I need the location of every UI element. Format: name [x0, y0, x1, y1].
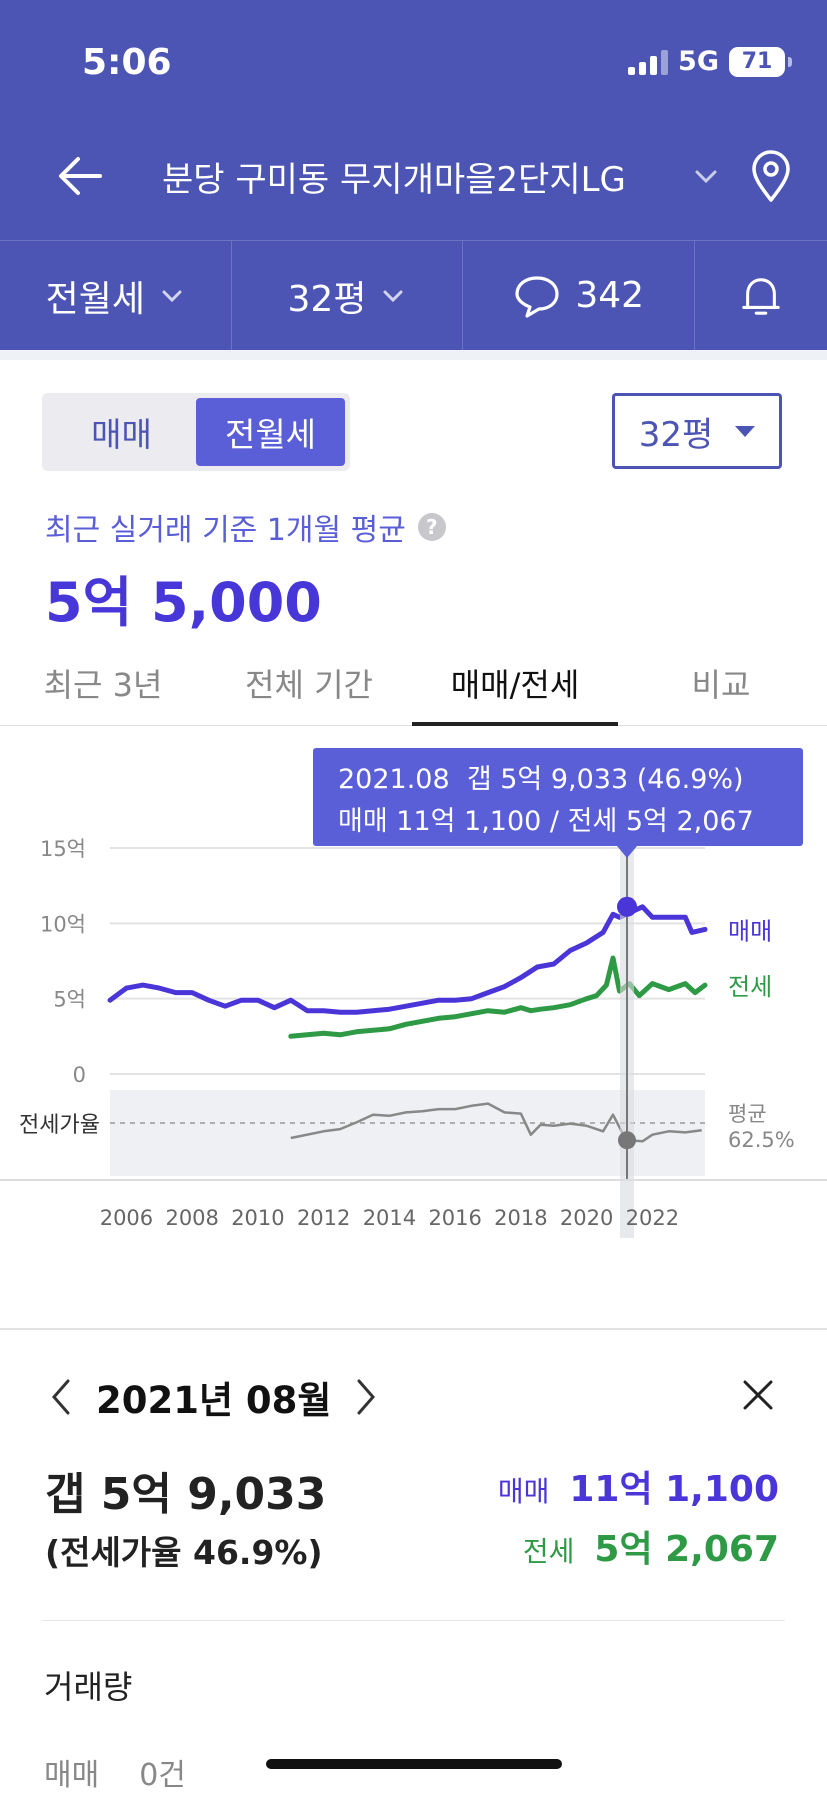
volume-title: 거래량 [44, 1668, 133, 1706]
tooltip: 2021.08 갭 5억 9,033 (46.9%) 매매 11억 1,100 … [313, 748, 803, 858]
x-tick-label: 2020 [560, 1206, 613, 1230]
filter-bar: 전월세 32평 342 [0, 240, 827, 350]
tooltip-line2: 매매 11억 1,100 / 전세 5억 2,067 [338, 806, 754, 837]
y-tick-label: 5억 [53, 988, 86, 1012]
sale-price-label: 매매 [497, 1475, 550, 1508]
y-tick-label: 0 [73, 1063, 86, 1087]
deal-type-segment: 매매 전월세 [42, 393, 350, 471]
status-indicators: 5G 71 [628, 46, 792, 77]
map-pin-icon[interactable] [748, 148, 794, 204]
back-arrow-icon[interactable] [52, 148, 108, 204]
chevron-down-icon [383, 290, 403, 302]
avg-value: 5억 5,000 [45, 571, 322, 634]
app-header: 5:06 5G 71 분당 구미동 무지개마을2단지LG 전월세 32평 [0, 0, 827, 350]
divider-strip [0, 350, 827, 360]
x-tick-label: 2010 [231, 1206, 284, 1230]
comment-count: 342 [575, 275, 645, 316]
lease-price-label: 전세 [522, 1535, 575, 1568]
battery-icon: 71 [729, 46, 792, 77]
x-axis-labels: 2006 2008 2010 2012 2014 2016 2018 2020 2022 [100, 1206, 679, 1230]
comments-button[interactable]: 342 [463, 241, 696, 350]
size-filter[interactable]: 32평 [232, 241, 464, 350]
tooltip-line1: 2021.08 갭 5억 9,033 (46.9%) [338, 764, 744, 795]
close-icon[interactable] [741, 1378, 775, 1412]
chat-bubble-icon [515, 275, 559, 318]
ratio-marker [618, 1131, 636, 1150]
deal-type-label: 전월세 [45, 278, 146, 320]
avg-label-text: 최근 실거래 기준 1개월 평균 [45, 513, 406, 548]
tab-sale-lease[interactable]: 매매/전세 [412, 640, 618, 726]
ratio-average-label: 평균 [728, 1102, 767, 1126]
lease-line [288, 955, 708, 1039]
x-tick-label: 2012 [297, 1206, 350, 1230]
sale-legend: 매매 [728, 917, 772, 945]
x-tick-label: 2014 [363, 1206, 416, 1230]
help-icon[interactable]: ? [417, 513, 446, 541]
gap-amount: 갭 5억 9,033 [45, 1469, 327, 1520]
sale-marker [617, 896, 637, 917]
size-select-value: 32평 [638, 414, 714, 455]
segment-sale[interactable]: 매매 [91, 415, 152, 454]
chart-tabs: 최근 3년 전체 기간 매매/전세 비교 [0, 640, 827, 726]
deal-type-filter[interactable]: 전월세 [0, 241, 232, 350]
volume-sale-count: 0건 [139, 1758, 186, 1793]
main-content: 매매 전월세 32평 최근 실거래 기준 1개월 평균 ? 5억 5,000 최… [0, 350, 827, 1330]
tab-compare[interactable]: 비교 [691, 665, 751, 704]
price-series [107, 904, 708, 1039]
ratio-average-value: 62.5% [728, 1128, 795, 1152]
tooltip-pointer [617, 846, 637, 858]
detail-divider [42, 1620, 785, 1621]
sale-price-value: 11억 1,100 [569, 1469, 779, 1510]
lease-ratio: (전세가율 46.9%) [45, 1533, 323, 1572]
x-tick-label: 2006 [100, 1206, 153, 1230]
lease-price-row: 전세 5억 2,067 [523, 1520, 779, 1572]
ratio-line [290, 1102, 702, 1143]
price-chart[interactable]: 15억 10억 5억 0 전세가율 평균 62.5% 매매 전세 2006 2008 2010 2… [0, 728, 827, 1238]
sale-price-row: 매매 11억 1,100 [498, 1460, 779, 1512]
size-filter-label: 32평 [287, 278, 367, 320]
month-nav: 2021년 08월 [48, 1370, 379, 1424]
caret-down-icon [735, 425, 756, 437]
chevron-right-icon[interactable] [353, 1377, 379, 1417]
status-time: 5:06 [82, 42, 172, 83]
ratio-label: 전세가율 [19, 1113, 100, 1138]
lease-price-value: 5억 2,067 [594, 1529, 779, 1570]
tab-all-period[interactable]: 전체 기간 [245, 665, 373, 704]
segment-lease[interactable]: 전월세 [196, 398, 345, 466]
volume-row: 매매 0건 [44, 1750, 186, 1794]
avg-label: 최근 실거래 기준 1개월 평균 ? [45, 505, 446, 549]
y-tick-label: 10억 [40, 912, 86, 936]
tooltip-box [313, 748, 803, 846]
chevron-left-icon[interactable] [48, 1377, 74, 1417]
lease-legend: 전세 [728, 973, 772, 1001]
notification-button[interactable] [695, 241, 827, 350]
tab-recent-3y[interactable]: 최근 3년 [43, 665, 163, 704]
ratio-panel-bg [110, 1090, 705, 1176]
size-select[interactable]: 32평 [612, 393, 782, 469]
y-axis-labels: 15억 10억 5억 0 [40, 837, 86, 1087]
chevron-down-icon [162, 290, 182, 302]
x-tick-label: 2022 [626, 1206, 679, 1230]
chevron-down-icon[interactable] [690, 160, 722, 192]
selected-month: 2021년 08월 [96, 1379, 332, 1422]
x-tick-label: 2018 [494, 1206, 547, 1230]
highlight-markers [617, 896, 637, 1150]
y-tick-label: 15억 [40, 837, 86, 861]
bell-icon [742, 277, 780, 315]
volume-sale-label: 매매 [44, 1758, 100, 1793]
home-indicator [266, 1759, 562, 1769]
x-tick-label: 2016 [428, 1206, 481, 1230]
complex-title[interactable]: 분당 구미동 무지개마을2단지LG [162, 160, 626, 200]
section-divider [0, 1328, 827, 1330]
network-type: 5G [678, 46, 719, 77]
signal-icon [628, 49, 669, 75]
x-tick-label: 2008 [165, 1206, 218, 1230]
nav-bar: 분당 구미동 무지개마을2단지LG [0, 130, 827, 220]
